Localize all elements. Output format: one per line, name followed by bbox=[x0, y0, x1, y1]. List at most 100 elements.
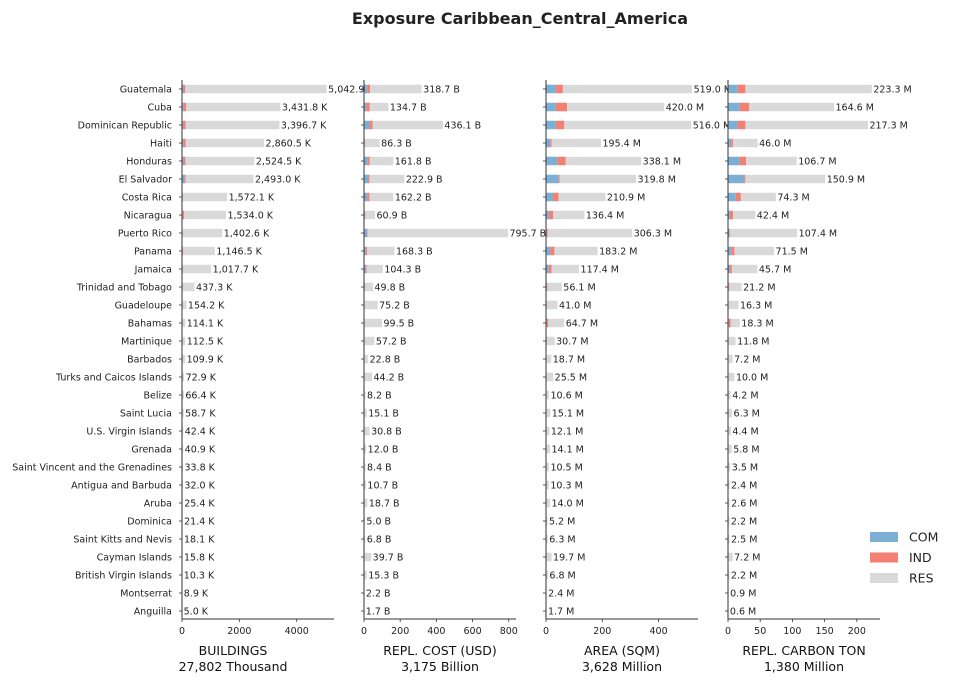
bar-com-cuba bbox=[728, 102, 740, 112]
bar-ind-cuba bbox=[739, 102, 750, 112]
bar-com-panama bbox=[546, 246, 551, 256]
bar-res-belize bbox=[728, 390, 731, 400]
bar-com-haiti bbox=[182, 138, 184, 148]
value-label-u-s-virgin-islands: 4.4 M bbox=[732, 427, 758, 438]
value-label-grenada: 14.1 M bbox=[551, 445, 583, 456]
bar-res-el-salvador bbox=[745, 174, 826, 184]
bar-ind-dominican-republic bbox=[555, 120, 565, 130]
bar-com-guatemala bbox=[546, 84, 556, 94]
bar-com-dominican-republic bbox=[546, 120, 556, 130]
category-label-costa-rica: Costa Rica bbox=[122, 193, 172, 204]
category-label-grenada: Grenada bbox=[131, 445, 172, 456]
value-label-puerto-rico: 1,402.6 K bbox=[224, 229, 270, 240]
bar-res-jamaica bbox=[182, 264, 212, 274]
value-label-montserrat: 2.2 B bbox=[366, 589, 391, 600]
value-label-belize: 8.2 B bbox=[367, 391, 392, 402]
bar-res-guatemala bbox=[185, 84, 327, 94]
value-label-honduras: 2,524.5 K bbox=[256, 157, 302, 168]
value-label-grenada: 12.0 B bbox=[368, 445, 399, 456]
value-label-montserrat: 8.9 K bbox=[184, 589, 209, 600]
category-label-montserrat: Montserrat bbox=[120, 589, 172, 600]
bar-res-u-s-virgin-islands bbox=[728, 426, 731, 436]
bar-ind-bahamas bbox=[728, 318, 731, 328]
bar-res-british-virgin-islands bbox=[364, 570, 367, 580]
value-label-saint-kitts-and-nevis: 6.8 B bbox=[367, 535, 392, 546]
bar-com-honduras bbox=[728, 156, 740, 166]
x-tick-label: 200 bbox=[848, 626, 866, 637]
bar-res-cayman-islands bbox=[728, 552, 733, 562]
value-label-jamaica: 45.7 M bbox=[759, 265, 791, 276]
bar-res-el-salvador bbox=[559, 174, 637, 184]
bar-ind-bahamas bbox=[546, 318, 549, 328]
value-label-saint-kitts-and-nevis: 2.5 M bbox=[731, 535, 757, 546]
value-label-trinidad-and-tobago: 21.2 M bbox=[743, 283, 775, 294]
bar-com-jamaica bbox=[364, 264, 366, 274]
value-label-guatemala: 5,042.9 K bbox=[328, 85, 374, 96]
bar-res-grenada bbox=[546, 444, 550, 454]
bar-res-barbados bbox=[728, 354, 733, 364]
value-label-grenada: 5.8 M bbox=[733, 445, 759, 456]
value-label-guadeloupe: 75.2 B bbox=[379, 301, 410, 312]
category-label-bahamas: Bahamas bbox=[128, 319, 172, 330]
bar-com-puerto-rico bbox=[728, 228, 730, 238]
category-label-honduras: Honduras bbox=[126, 157, 172, 168]
value-label-anguilla: 1.7 M bbox=[548, 607, 574, 618]
bar-res-honduras bbox=[746, 156, 797, 166]
bar-res-trinidad-and-tobago bbox=[729, 282, 742, 292]
value-label-bahamas: 18.3 M bbox=[741, 319, 773, 330]
bar-ind-el-salvador bbox=[744, 174, 746, 184]
value-label-saint-vincent-and-the-grenadines: 3.5 M bbox=[732, 463, 758, 474]
value-label-belize: 10.6 M bbox=[550, 391, 582, 402]
bar-res-martinique bbox=[728, 336, 736, 346]
category-label-belize: Belize bbox=[144, 391, 173, 402]
bar-com-costa-rica bbox=[546, 192, 554, 202]
value-label-el-salvador: 319.8 M bbox=[638, 175, 676, 186]
legend-label-com: COM bbox=[909, 530, 938, 545]
bar-res-guadeloupe bbox=[546, 300, 558, 310]
value-label-saint-vincent-and-the-grenadines: 10.5 M bbox=[550, 463, 582, 474]
bar-ind-el-salvador bbox=[367, 174, 370, 184]
bar-ind-honduras bbox=[183, 156, 186, 166]
bar-ind-nicaragua bbox=[548, 210, 554, 220]
bar-ind-costa-rica bbox=[553, 192, 559, 202]
bar-ind-el-salvador bbox=[558, 174, 560, 184]
x-tick-label: 150 bbox=[816, 626, 834, 637]
bar-ind-puerto-rico bbox=[546, 228, 548, 238]
value-label-saint-lucia: 15.1 M bbox=[552, 409, 584, 420]
bar-res-nicaragua bbox=[184, 210, 226, 220]
category-label-martinique: Martinique bbox=[121, 337, 172, 348]
value-label-bahamas: 64.7 M bbox=[566, 319, 598, 330]
x-tick-label: 800 bbox=[500, 626, 518, 637]
legend-swatch-res bbox=[870, 573, 898, 583]
bar-res-cuba bbox=[186, 102, 281, 112]
bar-res-antigua-and-barbuda bbox=[728, 480, 730, 490]
bar-ind-puerto-rico bbox=[729, 228, 730, 238]
value-label-guatemala: 318.7 B bbox=[423, 85, 460, 96]
panel-repl-carbon-ton: 223.3 M 164.6 M 217.3 M 46.0 M 106.7 M 150.9 … bbox=[725, 80, 912, 674]
bar-res-honduras bbox=[565, 156, 642, 166]
bar-res-saint-vincent-and-the-grenadines bbox=[546, 462, 549, 472]
bar-ind-trinidad-and-tobago bbox=[546, 282, 548, 292]
x-axis-total-label: 3,628 Million bbox=[582, 659, 662, 674]
bar-com-guatemala bbox=[182, 84, 184, 94]
legend-swatch-com bbox=[870, 532, 898, 542]
bar-com-dominican-republic bbox=[728, 120, 738, 130]
bar-res-dominican-republic bbox=[372, 120, 443, 130]
x-tick-label: 0 bbox=[361, 626, 367, 637]
bar-com-dominican-republic bbox=[182, 120, 184, 130]
category-label-british-virgin-islands: British Virgin Islands bbox=[75, 571, 172, 582]
category-label-haiti: Haiti bbox=[150, 139, 172, 150]
x-tick-label: 400 bbox=[650, 626, 668, 637]
bar-res-grenada bbox=[182, 444, 184, 454]
bar-res-british-virgin-islands bbox=[546, 570, 548, 580]
bar-res-cayman-islands bbox=[364, 552, 372, 562]
bar-res-guatemala bbox=[745, 84, 872, 94]
bar-ind-dominican-republic bbox=[369, 120, 373, 130]
value-label-antigua-and-barbuda: 10.7 B bbox=[367, 481, 398, 492]
value-label-guatemala: 223.3 M bbox=[873, 85, 911, 96]
bar-com-puerto-rico bbox=[364, 228, 368, 238]
bar-res-martinique bbox=[182, 336, 186, 346]
value-label-saint-kitts-and-nevis: 18.1 K bbox=[184, 535, 215, 546]
bar-res-saint-lucia bbox=[728, 408, 733, 418]
bar-com-cuba bbox=[364, 102, 367, 112]
